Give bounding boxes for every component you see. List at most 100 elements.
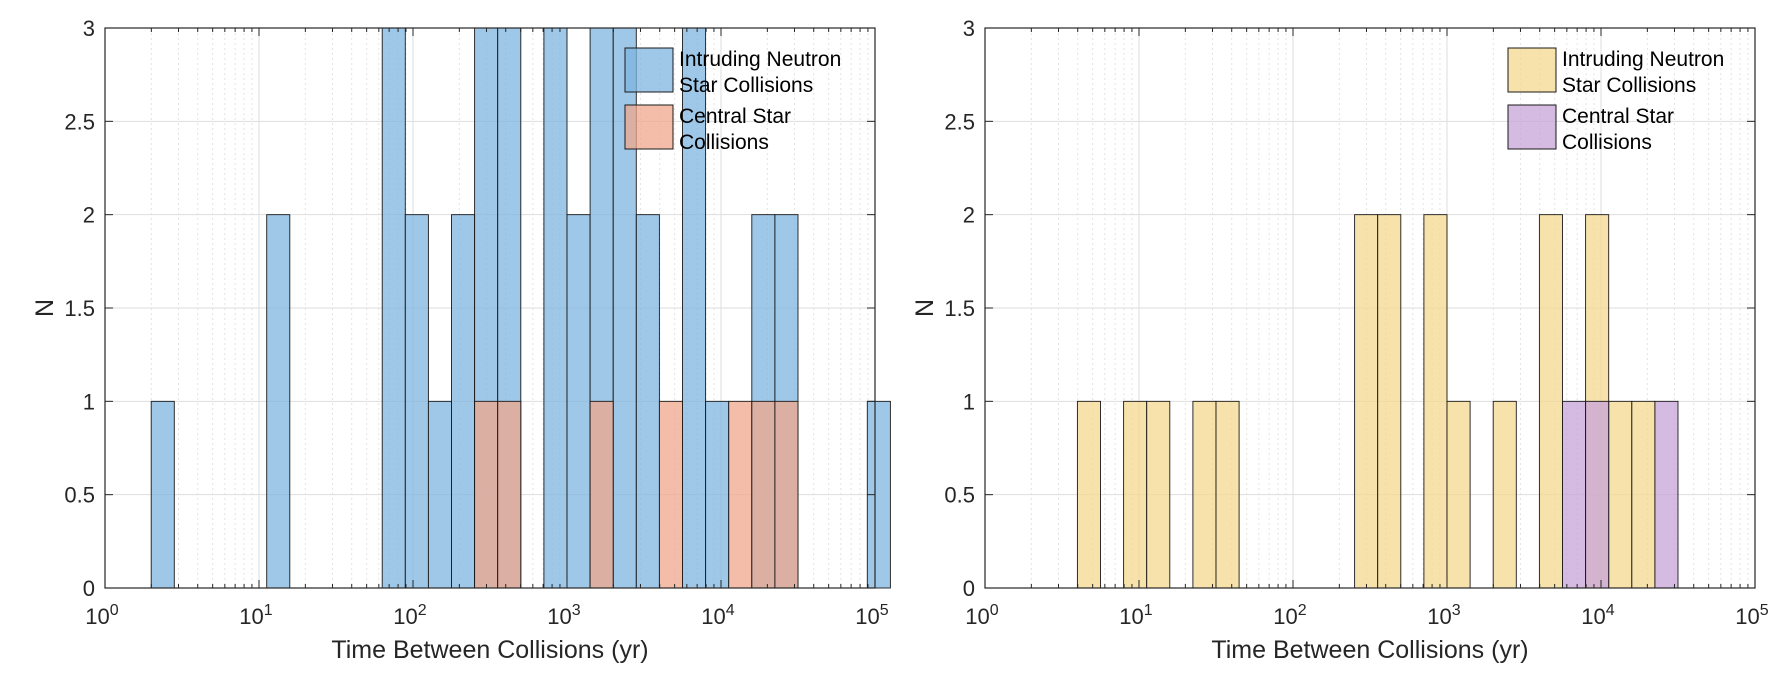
right-x-tick-label: 100 (965, 602, 998, 629)
left-bar (635, 214, 660, 589)
left-x-tick-label: 100 (85, 602, 118, 629)
right-x-tick-base: 10 (965, 604, 989, 629)
left-legend: Intruding Neutron Star Collisions Central … (624, 47, 841, 154)
left-legend-label: Central Star (679, 105, 791, 128)
left-y-tick-label: 1.5 (64, 296, 95, 321)
right-bar (1492, 400, 1517, 589)
right-legend: Intruding Neutron Star Collisions Central … (1507, 47, 1724, 154)
left-bar (774, 400, 799, 589)
left-bar (451, 214, 476, 589)
right-x-tick-exponent: 4 (1606, 602, 1615, 619)
left-bar (474, 400, 499, 589)
right-bar (1608, 400, 1633, 589)
right-x-tick-label: 105 (1735, 602, 1768, 629)
left-legend-label: Collisions (679, 131, 769, 154)
left-bar (266, 214, 291, 589)
right-bar (1377, 214, 1402, 589)
left-x-tick-exponent: 2 (418, 602, 427, 619)
right-legend-label: Star Collisions (1562, 74, 1696, 97)
right-x-tick-label: 101 (1119, 602, 1152, 629)
right-x-tick-exponent: 5 (1760, 602, 1769, 619)
left-x-tick-label: 104 (701, 602, 734, 629)
right-x-tick-base: 10 (1581, 604, 1605, 629)
right-x-tick-base: 10 (1427, 604, 1451, 629)
left-bar (404, 214, 429, 589)
right-legend-label: Intruding Neutron (1562, 48, 1724, 71)
left-x-tick-base: 10 (855, 604, 879, 629)
right-bar (1123, 400, 1148, 589)
right-y-tick-label: 0 (963, 576, 975, 601)
left-x-tick-exponent: 3 (572, 602, 581, 619)
right-bar (1631, 400, 1656, 589)
right-x-tick-label: 103 (1427, 602, 1460, 629)
left-x-tick-base: 10 (239, 604, 263, 629)
right-series-intruding-neutron-star (1076, 214, 1656, 589)
right-bar (1562, 400, 1587, 589)
right-legend-label: Collisions (1562, 131, 1652, 154)
right-x-tick-label: 102 (1273, 602, 1306, 629)
right-y-tick-label: 1.5 (944, 296, 975, 321)
right-series-central-star (1562, 400, 1679, 589)
left-bar (497, 400, 522, 589)
left-bar (427, 400, 452, 589)
right-legend-swatch (1507, 47, 1557, 93)
left-x-tick-label: 102 (393, 602, 426, 629)
right-bar (1354, 214, 1379, 589)
left-x-tick-base: 10 (547, 604, 571, 629)
left-x-tick-exponent: 5 (880, 602, 889, 619)
left-bar (543, 27, 568, 589)
left-x-tick-exponent: 0 (110, 602, 119, 619)
left-series-central-star (474, 400, 799, 589)
right-y-tick-label: 2 (963, 203, 975, 228)
right-bar (1446, 400, 1471, 589)
right-x-tick-exponent: 1 (1144, 602, 1153, 619)
left-y-axis-label: N (31, 299, 59, 317)
left-bar (658, 400, 683, 589)
right-bar (1585, 400, 1610, 589)
right-x-tick-exponent: 2 (1298, 602, 1307, 619)
left-x-tick-label: 103 (547, 602, 580, 629)
right-bar (1215, 400, 1240, 589)
right-legend-swatch (1507, 104, 1557, 150)
left-legend-label: Star Collisions (679, 74, 813, 97)
right-x-tick-exponent: 3 (1452, 602, 1461, 619)
right-y-tick-label: 0.5 (944, 483, 975, 508)
left-legend-swatch (624, 47, 674, 93)
left-bar (751, 400, 776, 589)
left-bar (705, 400, 730, 589)
right-ticks (984, 27, 1756, 589)
right-legend-label: Central Star (1562, 105, 1674, 128)
left-bar (728, 400, 753, 589)
left-y-tick-label: 3 (83, 16, 95, 41)
right-x-tick-base: 10 (1119, 604, 1143, 629)
left-x-tick-base: 10 (393, 604, 417, 629)
right-y-tick-label: 1 (963, 389, 975, 414)
left-x-tick-label: 101 (239, 602, 272, 629)
left-bar (566, 214, 591, 589)
right-bar (1423, 214, 1448, 589)
right-y-tick-label: 3 (963, 16, 975, 41)
left-x-tick-label: 105 (855, 602, 888, 629)
right-bar (1076, 400, 1101, 589)
left-y-tick-label: 1 (83, 389, 95, 414)
right-y-axis-label: N (911, 299, 939, 317)
left-bar (381, 27, 406, 589)
left-legend-label: Intruding Neutron (679, 48, 841, 71)
left-x-tick-exponent: 1 (264, 602, 273, 619)
left-x-tick-base: 10 (85, 604, 109, 629)
left-ticks (104, 27, 876, 589)
right-y-tick-label: 2.5 (944, 109, 975, 134)
right-x-tick-base: 10 (1735, 604, 1759, 629)
right-bar (1654, 400, 1679, 589)
left-x-tick-exponent: 4 (726, 602, 735, 619)
right-bar (1538, 214, 1563, 589)
right-bar (1146, 400, 1171, 589)
left-x-axis-label: Time Between Collisions (yr) (331, 636, 648, 664)
right-x-tick-exponent: 0 (990, 602, 999, 619)
left-y-tick-label: 0 (83, 576, 95, 601)
left-bar (150, 400, 175, 589)
left-y-tick-label: 0.5 (64, 483, 95, 508)
